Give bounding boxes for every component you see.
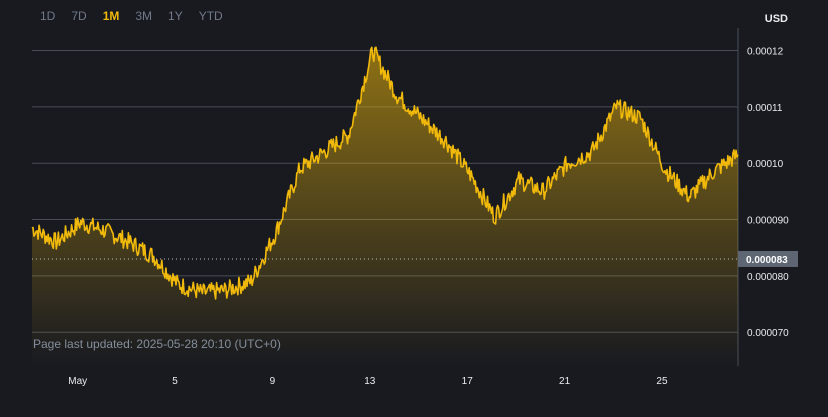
y-tick-label: 0.000080 <box>747 272 789 283</box>
price-area-fill <box>32 47 738 366</box>
y-tick-label: 0.00012 <box>747 47 784 58</box>
y-tick-label: 0.00011 <box>747 103 783 114</box>
tab-1y[interactable]: 1Y <box>168 9 183 23</box>
price-area <box>32 47 738 366</box>
x-tick-label: 17 <box>462 376 474 387</box>
x-tick-label: 5 <box>172 376 178 387</box>
x-tick-label: 13 <box>364 376 376 387</box>
x-tick-label: 9 <box>270 376 276 387</box>
current-price-label: 0.000083 <box>746 255 788 266</box>
page-updated-note: Page last updated: 2025-05-28 20:10 (UTC… <box>33 337 281 351</box>
x-axis: May 5 9 13 17 21 25 <box>68 376 668 387</box>
tab-ytd[interactable]: YTD <box>198 9 223 23</box>
y-tick-label: 0.000070 <box>747 328 789 339</box>
current-price-marker: 0.000083 <box>32 250 798 267</box>
tab-3m[interactable]: 3M <box>135 9 153 23</box>
timeframe-tabs: 1D 7D 1M 3M 1Y YTD <box>40 8 239 24</box>
currency-label: USD <box>764 13 788 25</box>
price-line <box>31 46 739 300</box>
y-axis: 0.00012 0.00011 0.00010 0.000090 0.000080 0.0… <box>747 47 789 340</box>
current-price-tag <box>738 250 798 267</box>
price-series-line <box>31 46 739 300</box>
x-tick-label: 21 <box>559 376 571 387</box>
tab-1m[interactable]: 1M <box>102 9 120 23</box>
x-tick-label: May <box>68 376 87 387</box>
tab-7d[interactable]: 7D <box>71 9 87 23</box>
y-tick-label: 0.00010 <box>747 159 784 170</box>
x-tick-label: 25 <box>656 376 668 387</box>
y-tick-label: 0.000090 <box>747 216 789 227</box>
tab-1d[interactable]: 1D <box>40 9 56 23</box>
